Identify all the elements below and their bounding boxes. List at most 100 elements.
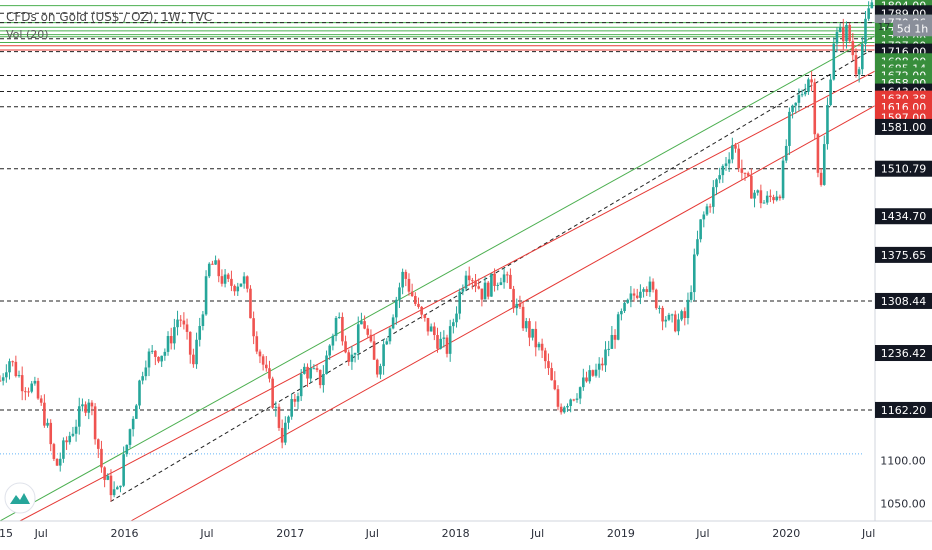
candle-body-260 — [822, 144, 826, 185]
x-tick-label-7: Jul — [530, 527, 544, 540]
candle-body-1 — [1, 377, 5, 381]
candle-body-6 — [17, 375, 21, 377]
candle-body-270 — [854, 55, 858, 75]
candle-body-143 — [452, 322, 455, 327]
candle-body-27 — [84, 404, 87, 413]
candle-body-212 — [670, 314, 674, 316]
candle-body-7 — [20, 375, 24, 392]
candle-body-4 — [11, 361, 14, 363]
candle-body-48 — [150, 350, 154, 352]
x-tick-label-9: Jul — [695, 527, 709, 540]
candle-body-47 — [147, 351, 151, 368]
candle-body-231 — [731, 145, 734, 160]
price-badge-21: 1236.42 — [875, 345, 932, 362]
candle-body-95 — [299, 373, 303, 397]
candle-body-2 — [5, 372, 8, 378]
candle-body-44 — [138, 380, 141, 406]
candle-body-107 — [337, 316, 341, 318]
price-badge-label-22: 1162.20 — [881, 404, 927, 417]
candle-body-124 — [391, 317, 395, 329]
candle-body-50 — [157, 356, 160, 362]
price-badge-bg-16 — [875, 118, 932, 135]
price-badge-20: 1308.44 — [875, 292, 932, 309]
candle-body-33 — [103, 467, 106, 480]
candle-body-8 — [24, 391, 27, 393]
x-tick-label-4: 2017 — [276, 527, 304, 540]
candle-body-137 — [433, 326, 436, 336]
candle-body-103 — [325, 355, 328, 375]
candle-body-196 — [620, 311, 623, 315]
candle-body-123 — [388, 328, 392, 342]
candle-body-155 — [490, 273, 493, 297]
candle-body-186 — [588, 370, 591, 382]
candle-body-36 — [112, 489, 116, 496]
candle-body-214 — [677, 319, 680, 332]
candle-body-28 — [87, 402, 91, 413]
price-badge-label-20: 1308.44 — [881, 295, 927, 308]
candle-body-65 — [204, 276, 208, 315]
price-badge-label-19: 1375.65 — [881, 249, 927, 262]
candle-body-149 — [471, 280, 474, 282]
candle-body-153 — [483, 282, 487, 300]
candle-body-111 — [350, 354, 354, 362]
candle-body-169 — [534, 328, 538, 348]
candle-body-30 — [93, 406, 97, 440]
candle-body-159 — [502, 274, 506, 283]
candle-body-87 — [274, 406, 278, 408]
candle-body-252 — [797, 95, 801, 103]
x-tick-label-5: Jul — [365, 527, 379, 540]
candle-body-165 — [521, 306, 525, 329]
candle-body-215 — [680, 311, 683, 320]
price-badge-bg-18 — [875, 208, 932, 225]
candle-body-115 — [363, 321, 366, 329]
candle-body-209 — [661, 307, 664, 322]
candle-body-13 — [39, 398, 43, 403]
candle-body-49 — [154, 350, 157, 357]
candle-body-152 — [480, 288, 484, 300]
tradingview-logo-icon[interactable] — [4, 482, 36, 514]
candle-body-158 — [499, 282, 503, 285]
partial-price-label: 17 — [878, 22, 891, 33]
candle-body-236 — [746, 173, 750, 176]
countdown-badge-bg — [893, 20, 932, 37]
candle-body-12 — [36, 380, 40, 399]
candle-body-93 — [293, 399, 297, 402]
price-badge-17: 1510.79 — [875, 160, 932, 177]
candle-body-264 — [835, 31, 839, 44]
candle-body-180 — [569, 399, 572, 406]
candle-body-109 — [344, 341, 347, 353]
candle-body-112 — [353, 352, 357, 355]
candle-body-130 — [410, 291, 414, 297]
candle-body-222 — [702, 214, 706, 220]
candle-body-118 — [372, 341, 376, 360]
candle-body-38 — [119, 485, 122, 488]
candle-body-113 — [356, 324, 360, 353]
candle-body-147 — [464, 275, 468, 289]
candle-body-188 — [594, 369, 598, 376]
candle-body-254 — [803, 91, 807, 95]
candle-body-225 — [712, 187, 715, 207]
candle-body-216 — [683, 311, 687, 318]
candle-body-163 — [515, 303, 519, 309]
candle-body-227 — [718, 175, 721, 180]
candle-body-68 — [214, 260, 217, 265]
candle-body-21 — [65, 440, 68, 443]
candle-body-202 — [639, 291, 642, 298]
candle-body-251 — [794, 102, 798, 106]
candle-body-167 — [528, 321, 531, 338]
candle-body-94 — [296, 396, 300, 402]
candle-body-207 — [654, 289, 658, 309]
candle-body-204 — [645, 289, 649, 293]
candle-body-193 — [610, 334, 614, 349]
candle-body-52 — [163, 351, 167, 356]
candle-body-134 — [423, 314, 427, 318]
candle-body-249 — [788, 111, 791, 146]
candle-body-129 — [407, 278, 411, 292]
trendlines-layer — [0, 35, 876, 522]
candle-body-259 — [819, 172, 823, 185]
candle-body-34 — [106, 475, 110, 480]
candle-body-271 — [857, 69, 861, 75]
candle-body-234 — [740, 168, 744, 173]
candle-body-210 — [664, 319, 668, 322]
